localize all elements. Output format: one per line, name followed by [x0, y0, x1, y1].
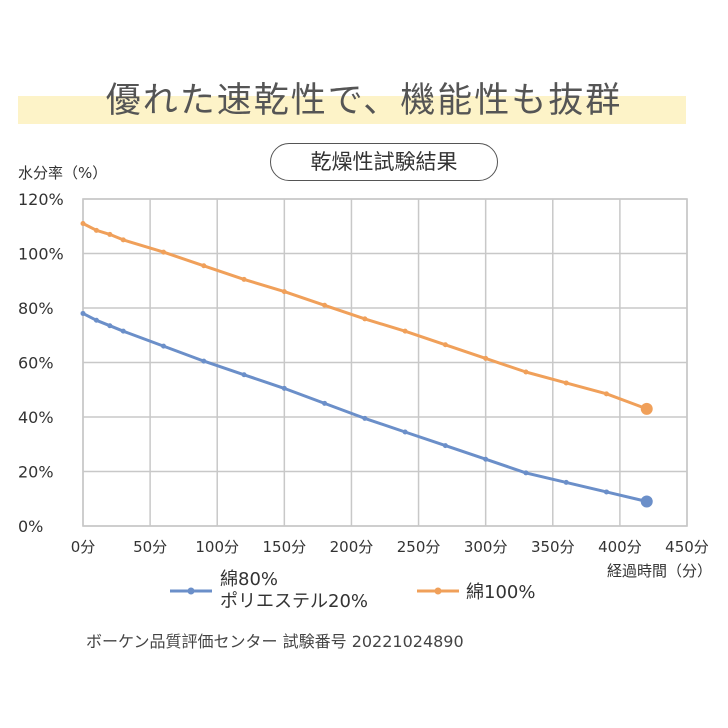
- series-line-1: [81, 222, 649, 411]
- y-tick-label: 60%: [18, 354, 54, 373]
- page-headline: 優れた速乾性で、機能性も抜群: [105, 81, 623, 121]
- legend-label: 綿80%: [220, 569, 278, 590]
- y-tick-label: 100%: [18, 245, 64, 264]
- series-point-0: [107, 323, 113, 329]
- series-point-1: [120, 237, 126, 243]
- x-tick-label: 350分: [531, 538, 575, 556]
- legend-label: ポリエステル20%: [220, 591, 368, 612]
- series-point-1: [483, 355, 489, 361]
- series-point-0: [161, 343, 167, 349]
- series-point-1: [603, 391, 609, 397]
- series-point-0: [442, 443, 448, 449]
- series-point-1: [161, 249, 167, 255]
- series-point-1: [93, 227, 99, 233]
- headline-highlight: [18, 96, 686, 124]
- series-point-1: [80, 221, 86, 227]
- x-tick-label: 50分: [133, 538, 167, 556]
- series-point-0: [120, 328, 126, 334]
- series-point-0: [80, 310, 86, 316]
- legend-swatch-marker: [187, 587, 195, 595]
- series-point-0: [563, 479, 569, 485]
- y-tick-label: 120%: [18, 190, 64, 209]
- series-endpoint-1: [640, 402, 653, 415]
- series-point-1: [362, 316, 368, 322]
- x-tick-label: 150分: [263, 538, 307, 556]
- x-tick-label: 250分: [397, 538, 441, 556]
- series-point-1: [523, 369, 529, 375]
- y-tick-label: 0%: [18, 517, 43, 536]
- series-point-1: [281, 289, 287, 295]
- series-point-1: [322, 302, 328, 308]
- series-endpoint-0: [640, 495, 653, 508]
- series-point-0: [322, 400, 328, 406]
- series-point-1: [201, 263, 207, 269]
- x-tick-label: 0分: [71, 538, 96, 556]
- source-note: ボーケン品質評価センター 試験番号 20221024890: [86, 632, 464, 651]
- x-tick-label: 200分: [330, 538, 374, 556]
- y-tick-label: 20%: [18, 463, 54, 482]
- series-point-1: [402, 328, 408, 334]
- series-point-0: [523, 470, 529, 476]
- series-point-1: [241, 276, 247, 282]
- x-axis-label: 経過時間（分）: [607, 562, 712, 580]
- series-point-0: [201, 358, 207, 364]
- series-point-0: [483, 456, 489, 462]
- series-line-0: [81, 311, 649, 503]
- x-tick-label: 400分: [598, 538, 642, 556]
- series-point-0: [603, 489, 609, 495]
- x-tick-label: 300分: [464, 538, 508, 556]
- series-point-0: [241, 372, 247, 378]
- series-point-1: [107, 231, 113, 237]
- legend-label: 綿100%: [466, 582, 535, 603]
- series-point-0: [281, 385, 287, 391]
- chart-title: 乾燥性試験結果: [270, 143, 498, 181]
- series-point-0: [362, 415, 368, 421]
- y-tick-label: 40%: [18, 408, 54, 427]
- series-point-1: [442, 342, 448, 348]
- legend-swatch-marker: [434, 587, 442, 595]
- series-point-1: [563, 380, 569, 386]
- y-tick-label: 80%: [18, 299, 54, 318]
- series-point-0: [93, 317, 99, 323]
- series-point-0: [402, 429, 408, 435]
- y-axis-label: 水分率（%）: [18, 164, 107, 182]
- x-tick-label: 450分: [665, 538, 709, 556]
- x-tick-label: 100分: [195, 538, 239, 556]
